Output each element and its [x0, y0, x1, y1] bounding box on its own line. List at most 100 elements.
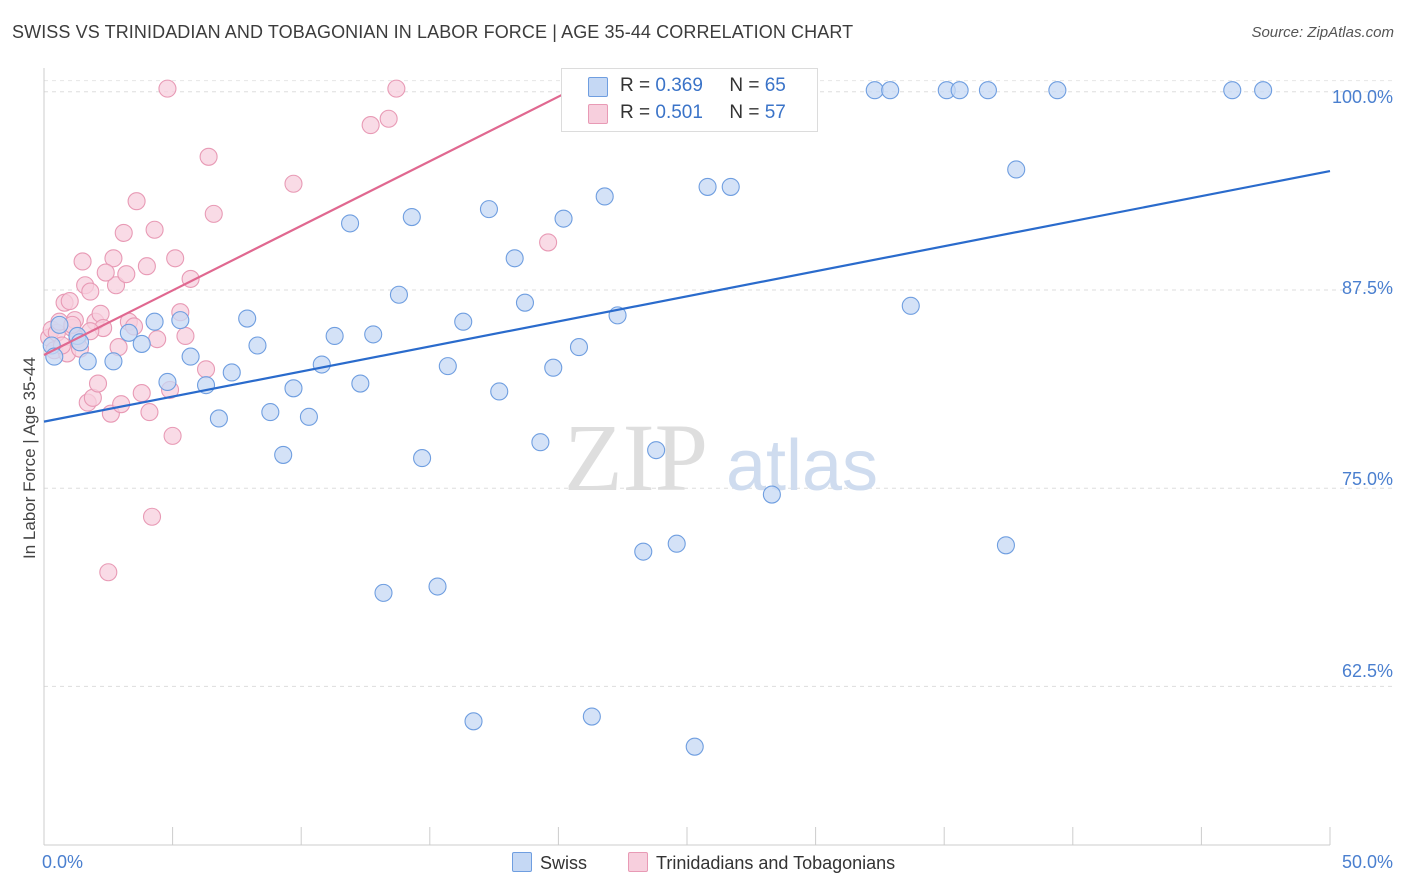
swiss-point-26	[364, 325, 383, 344]
swiss-point-41	[554, 209, 573, 228]
legend-swatch-trinidadians	[588, 104, 608, 124]
swiss-point-59	[978, 81, 997, 100]
swiss-point-37	[505, 249, 524, 268]
trinidadians-point-47	[284, 174, 303, 193]
trinidadians-point-27	[114, 223, 133, 242]
trinidadians-trend-line	[43, 89, 572, 356]
watermark-zip: ZIP	[564, 404, 708, 511]
swiss-point-31	[428, 577, 447, 596]
swiss-point-17	[248, 336, 267, 355]
axes	[43, 68, 1331, 846]
trinidadians-point-39	[163, 426, 182, 445]
bottom-legend-swatch-swiss	[512, 852, 532, 872]
swiss-point-15	[222, 363, 241, 382]
swiss-point-40	[544, 358, 563, 377]
swiss-point-2	[50, 315, 69, 334]
swiss-point-20	[284, 379, 303, 398]
swiss-point-38	[515, 293, 535, 312]
trinidadians-point-55	[96, 263, 115, 282]
swiss-point-22	[312, 355, 331, 374]
swiss-point-48	[647, 441, 666, 460]
trinidadians-point-26	[112, 395, 131, 414]
swiss-point-21	[299, 407, 318, 426]
trinidadians-point-30	[127, 192, 146, 211]
swiss-point-29	[402, 208, 421, 227]
series-trinidadians-points	[40, 79, 558, 582]
swiss-point-19	[274, 445, 293, 464]
swiss-point-6	[104, 352, 123, 371]
trinidadians-point-28	[117, 265, 136, 284]
legend-n-value-trinidadians: 57	[764, 102, 786, 123]
swiss-point-11	[171, 311, 190, 330]
swiss-point-62	[1048, 81, 1067, 100]
swiss-point-39	[531, 433, 550, 452]
correlation-legend: R = 0.369 N = 65 R = 0.501 N = 57	[561, 68, 818, 132]
swiss-point-52	[721, 177, 740, 196]
trinidadians-point-33	[140, 403, 159, 422]
swiss-point-14	[209, 409, 228, 428]
swiss-point-10	[158, 372, 177, 392]
swiss-point-12	[181, 347, 200, 366]
legend-n-value-swiss: 65	[764, 75, 786, 96]
trend-lines	[43, 89, 1331, 423]
swiss-point-50	[685, 737, 704, 756]
swiss-point-61	[996, 536, 1015, 555]
y-tick-62-5: 62.5%	[1341, 661, 1393, 681]
swiss-point-18	[261, 403, 280, 422]
swiss-point-24	[341, 214, 360, 233]
swiss-point-9	[145, 312, 164, 331]
trinidadians-point-40	[166, 249, 185, 268]
chart-source: Source: ZipAtlas.com	[1251, 24, 1394, 41]
legend-n-label: N =	[729, 102, 760, 123]
bottom-legend-trinidadians[interactable]: Trinidadians and Tobagonians	[628, 852, 895, 874]
swiss-point-53	[762, 485, 781, 504]
swiss-point-54	[865, 81, 884, 100]
bottom-legend-label-trinidadians: Trinidadians and Tobagonians	[656, 853, 896, 873]
trinidadians-point-35	[145, 220, 164, 239]
trinidadians-point-51	[539, 233, 558, 252]
swiss-point-7	[119, 323, 138, 342]
swiss-trend-line	[43, 169, 1331, 423]
trinidadians-point-12	[73, 252, 92, 271]
swiss-point-34	[464, 712, 483, 731]
bottom-legend-swiss[interactable]: Swiss	[512, 852, 587, 874]
trinidadians-point-37	[158, 79, 177, 98]
swiss-point-33	[454, 312, 473, 331]
trinidadians-point-15	[81, 282, 100, 301]
swiss-point-35	[479, 200, 499, 219]
trinidadians-point-46	[204, 204, 223, 223]
swiss-point-55	[881, 81, 900, 100]
bottom-legend-label-swiss: Swiss	[540, 853, 588, 873]
chart-title: SWISS VS TRINIDADIAN AND TOBAGONIAN IN L…	[12, 22, 854, 42]
trinidadians-point-42	[176, 326, 195, 346]
swiss-point-56	[901, 296, 920, 315]
gridlines	[44, 80, 1395, 687]
trinidadians-point-18	[88, 374, 108, 393]
legend-r-value-swiss: 0.369	[655, 75, 703, 96]
swiss-point-64	[1254, 81, 1273, 100]
swiss-point-49	[667, 534, 686, 553]
trinidadians-point-48	[361, 116, 380, 135]
trinidadians-point-44	[196, 360, 216, 379]
trinidadians-point-24	[106, 276, 126, 295]
swiss-point-23	[325, 326, 344, 346]
x-tick-max: 50.0%	[1341, 852, 1393, 872]
watermark-atlas: atlas	[726, 426, 878, 506]
trinidadians-point-7	[60, 292, 79, 311]
swiss-point-42	[569, 338, 589, 357]
swiss-point-47	[634, 542, 653, 561]
swiss-point-30	[413, 449, 432, 468]
y-tick-75: 75.0%	[1341, 469, 1393, 489]
legend-r-label: R =	[620, 75, 651, 96]
y-tick-87-5: 87.5%	[1341, 278, 1393, 298]
legend-swatch-swiss	[588, 77, 608, 97]
trinidadians-point-32	[137, 257, 156, 276]
legend-r-value-trinidadians: 0.501	[655, 102, 703, 123]
swiss-point-63	[1223, 81, 1242, 100]
trinidadians-point-50	[387, 79, 406, 98]
trinidadians-point-36	[148, 330, 167, 349]
trinidadians-point-49	[379, 109, 398, 128]
swiss-point-60	[1007, 160, 1026, 179]
y-tick-100: 100.0%	[1331, 87, 1393, 107]
